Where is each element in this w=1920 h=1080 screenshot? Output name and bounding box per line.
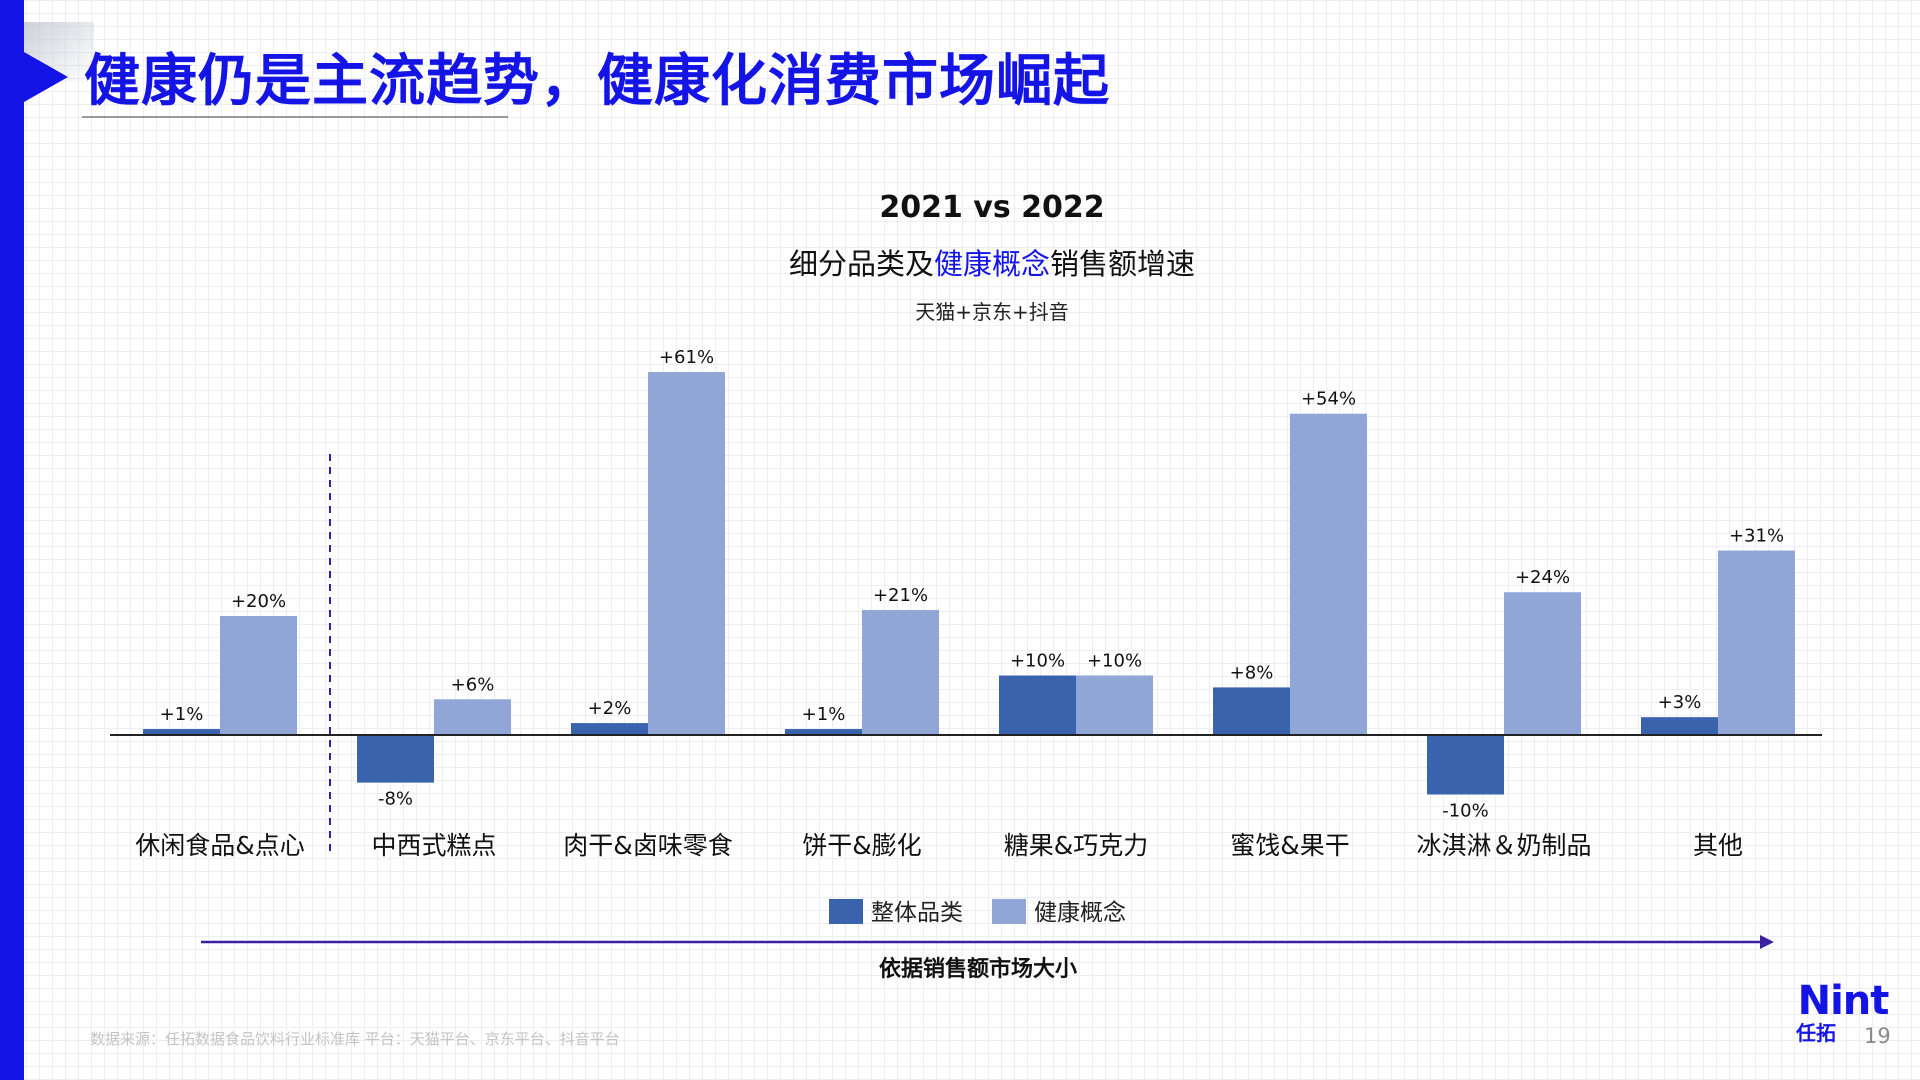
- category-label-0: 休闲食品&点心: [135, 831, 305, 860]
- value-label-overall-4: +10%: [1010, 651, 1065, 672]
- value-label-overall-0: +1%: [160, 704, 204, 725]
- value-label-health-4: +10%: [1087, 651, 1142, 672]
- value-label-overall-3: +1%: [802, 704, 846, 725]
- bar-health-0: [220, 616, 297, 735]
- bar-overall-7: [1641, 717, 1718, 735]
- value-label-overall-6: -10%: [1442, 801, 1489, 822]
- page-title: 健康仍是主流趋势，健康化消费市场崛起: [84, 49, 1110, 114]
- chart-source: 天猫+京东+抖音: [915, 300, 1069, 324]
- bar-overall-6: [1427, 735, 1504, 795]
- category-label-6: 冰淇淋＆奶制品: [1416, 831, 1591, 860]
- bar-overall-3: [785, 729, 862, 735]
- value-label-health-2: +61%: [659, 347, 714, 368]
- title-underline: [82, 116, 508, 118]
- value-label-health-0: +20%: [231, 591, 286, 612]
- bar-overall-0: [143, 729, 220, 735]
- category-label-2: 肉干&卤味零食: [563, 831, 733, 860]
- legend-label-health: 健康概念: [1034, 900, 1126, 926]
- chart-title: 2021 vs 2022: [879, 190, 1104, 225]
- bar-overall-5: [1213, 687, 1290, 735]
- bar-health-1: [434, 699, 511, 735]
- value-label-overall-7: +3%: [1658, 692, 1702, 713]
- bar-health-5: [1290, 413, 1367, 735]
- category-label-1: 中西式糕点: [371, 831, 496, 860]
- nint-logo: Nint 任拓: [1796, 980, 1890, 1044]
- bar-health-2: [648, 372, 725, 735]
- value-label-health-7: +31%: [1729, 526, 1784, 547]
- page-number: 19: [1864, 1024, 1891, 1048]
- chart-subtitle: 细分品类及健康概念销售额增速: [789, 247, 1195, 281]
- market-note: 依据销售额市场大小: [879, 956, 1077, 982]
- bar-health-3: [862, 610, 939, 735]
- labels-layer: +1% +20% 休闲食品&点心 -8% +6% 中西式糕点 +2% +61% 肉干&卤味零食 +…: [135, 347, 1784, 860]
- bar-overall-2: [571, 723, 648, 735]
- chart-subtitle-post: 销售额增速: [1050, 247, 1195, 281]
- accent-bar: [0, 0, 24, 1080]
- value-label-health-3: +21%: [873, 585, 928, 606]
- bars-layer: [143, 372, 1795, 795]
- bar-overall-1: [357, 735, 434, 783]
- legend-swatch-health: [992, 899, 1026, 924]
- bar-health-7: [1718, 550, 1795, 735]
- value-label-health-1: +6%: [451, 674, 495, 695]
- chart-subtitle-pre: 细分品类及: [789, 247, 934, 281]
- legend-swatch-overall: [829, 899, 863, 924]
- value-label-health-5: +54%: [1301, 389, 1356, 410]
- category-label-7: 其他: [1693, 831, 1743, 860]
- value-label-overall-2: +2%: [588, 698, 632, 719]
- value-label-health-6: +24%: [1515, 567, 1570, 588]
- logo-mark: Nint: [1797, 978, 1890, 1024]
- category-label-5: 蜜饯&果干: [1230, 831, 1350, 860]
- value-label-overall-1: -8%: [378, 789, 413, 810]
- market-arrow-head-icon: [1760, 935, 1774, 949]
- category-label-4: 糖果&巧克力: [1004, 831, 1149, 860]
- bar-overall-4: [999, 675, 1076, 735]
- legend: 整体品类 健康概念: [829, 899, 1126, 926]
- logo-sub: 任拓: [1796, 1021, 1836, 1045]
- data-source-footnote: 数据来源：任拓数据食品饮料行业标准库 平台：天猫平台、京东平台、抖音平台: [90, 1030, 620, 1048]
- value-label-overall-5: +8%: [1230, 662, 1274, 683]
- category-label-3: 饼干&膨化: [802, 831, 922, 860]
- title-arrow-icon: [24, 52, 68, 102]
- legend-label-overall: 整体品类: [871, 900, 963, 926]
- chart-subtitle-highlight: 健康概念: [934, 247, 1050, 281]
- bar-health-6: [1504, 592, 1581, 735]
- bar-health-4: [1076, 675, 1153, 735]
